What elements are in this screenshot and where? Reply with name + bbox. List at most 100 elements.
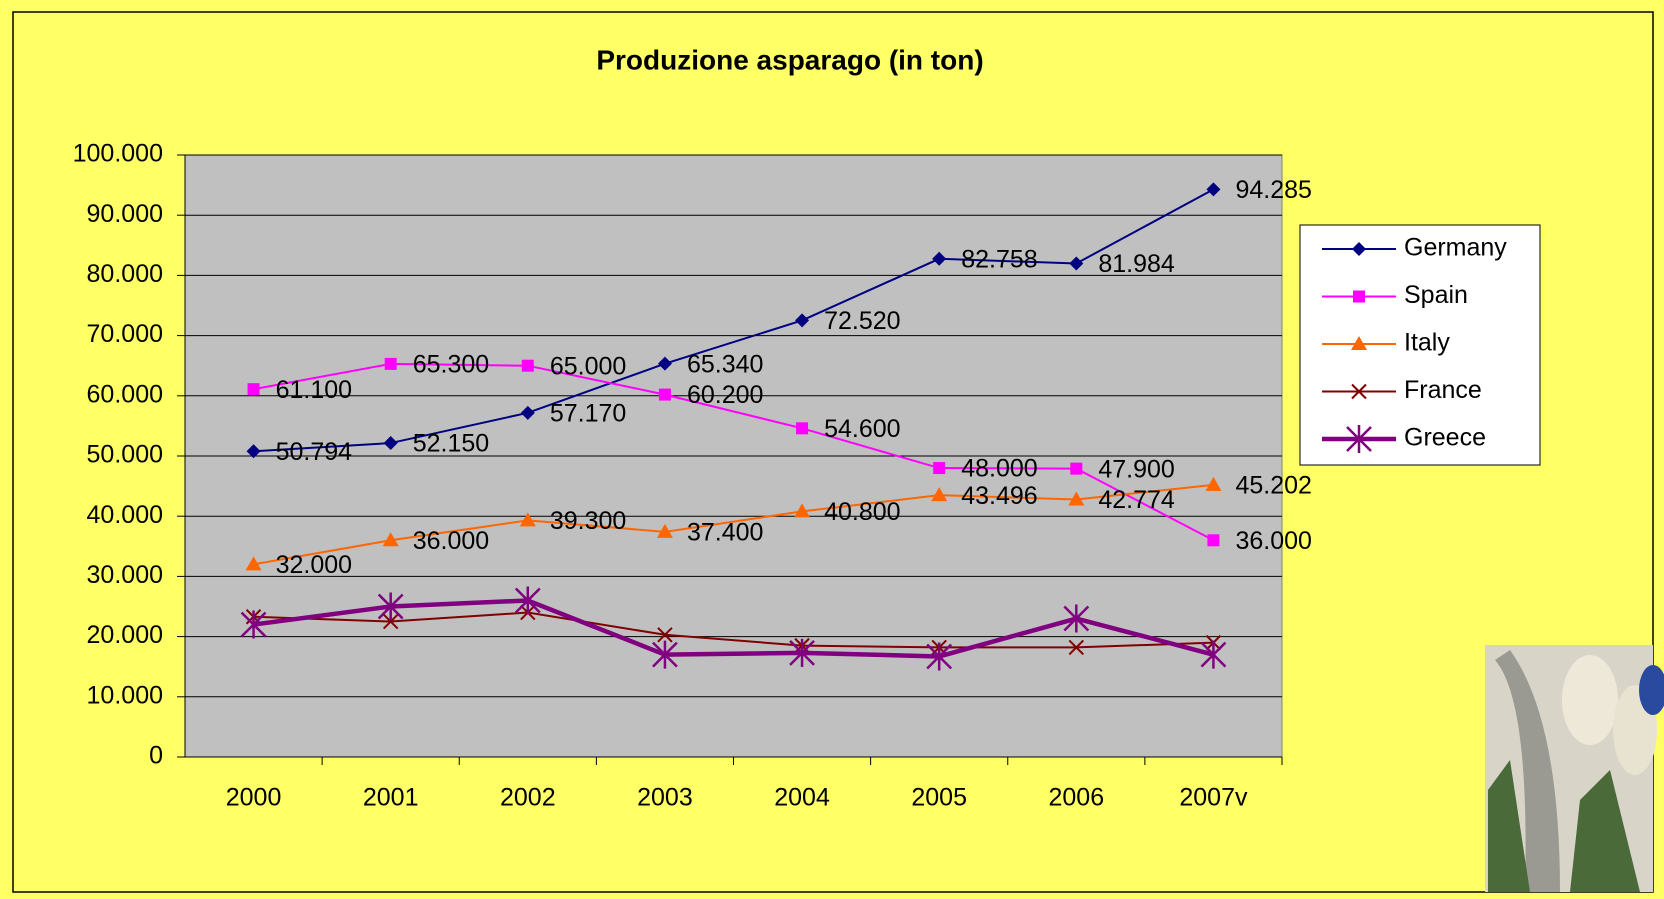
marker: [652, 640, 678, 669]
marker: [247, 383, 260, 396]
legend-label: Spain: [1404, 281, 1468, 309]
marker: [1068, 639, 1085, 656]
y-tick-label: 30.000: [87, 561, 163, 589]
y-tick-label: 100.000: [73, 140, 163, 168]
data-label: 39.300: [550, 507, 626, 535]
marker: [245, 556, 262, 571]
marker: [795, 313, 810, 328]
marker: [1200, 640, 1227, 669]
y-tick-label: 0: [149, 742, 163, 770]
marker: [657, 627, 673, 643]
marker: [1206, 182, 1221, 197]
legend-label: Germany: [1404, 234, 1507, 262]
marker: [1351, 383, 1367, 400]
marker: [1352, 242, 1366, 256]
marker: [794, 503, 811, 518]
data-label: 65.300: [413, 351, 489, 379]
chart-title: Produzione asparago (in ton): [596, 44, 983, 75]
marker: [932, 251, 947, 266]
marker: [933, 462, 946, 475]
data-label: 40.800: [824, 498, 900, 526]
data-label: 43.496: [961, 482, 1037, 510]
marker: [657, 356, 672, 371]
data-label: 61.100: [276, 376, 352, 404]
series-line: [253, 362, 1214, 542]
data-label: 45.202: [1235, 471, 1311, 499]
data-label: 42.774: [1098, 486, 1175, 514]
marker: [377, 592, 404, 621]
marker: [1069, 256, 1084, 271]
marker: [520, 405, 535, 420]
marker: [246, 444, 261, 459]
x-tick-label: 2004: [774, 784, 830, 812]
data-label: 81.984: [1098, 250, 1175, 278]
y-tick-label: 40.000: [87, 501, 163, 529]
photo-logo: [1639, 665, 1664, 715]
data-label: 47.900: [1098, 455, 1174, 483]
data-label: 57.170: [550, 399, 626, 427]
series-line: [253, 598, 1215, 659]
data-label: 32.000: [276, 551, 352, 579]
legend: Germany Spain Italy France Greece: [1299, 224, 1541, 466]
data-label: 50.794: [276, 438, 353, 466]
marker: [1070, 462, 1083, 475]
data-label: 54.600: [824, 415, 900, 443]
marker: [514, 586, 541, 615]
marker: [382, 532, 399, 547]
y-tick-label: 90.000: [87, 200, 163, 228]
data-label: 82.758: [961, 245, 1037, 273]
x-tick-label: 2006: [1049, 784, 1105, 812]
data-label: 65.340: [687, 350, 763, 378]
marker: [240, 610, 267, 639]
marker: [383, 436, 398, 451]
series-line: [253, 611, 1214, 649]
marker: [1353, 290, 1365, 303]
data-label: 36.000: [1235, 527, 1311, 555]
x-tick-label: 2000: [226, 784, 282, 812]
marker: [1205, 476, 1222, 491]
x-tick-label: 2003: [637, 784, 693, 812]
y-tick-label: 70.000: [87, 320, 163, 348]
data-label: 72.520: [824, 307, 900, 335]
legend-label: Greece: [1404, 424, 1486, 452]
marker: [1063, 604, 1090, 633]
data-label: 65.000: [550, 352, 626, 380]
y-tick-label: 20.000: [87, 621, 163, 649]
x-tick-label: 2005: [911, 784, 967, 812]
photo-tip: [1562, 655, 1618, 745]
data-label: 48.000: [961, 455, 1037, 483]
series-line: [253, 483, 1214, 566]
legend-label: France: [1404, 376, 1482, 404]
y-tick-label: 10.000: [87, 681, 163, 709]
y-tick-label: 50.000: [87, 441, 163, 469]
marker: [926, 642, 953, 671]
marker: [519, 512, 536, 527]
marker: [1207, 534, 1220, 547]
data-label: 37.400: [687, 518, 763, 546]
data-label: 94.285: [1235, 176, 1311, 204]
y-tick-label: 60.000: [87, 380, 163, 408]
y-tick-label: 80.000: [87, 260, 163, 288]
series-line: [253, 188, 1214, 453]
marker: [521, 359, 534, 372]
data-label: 60.200: [687, 381, 763, 409]
photo: [1485, 645, 1664, 892]
marker: [796, 422, 809, 435]
marker: [931, 487, 948, 502]
x-tick-label: 2007v: [1179, 784, 1248, 812]
x-tick-label: 2001: [363, 784, 419, 812]
x-tick-label: 2002: [500, 784, 556, 812]
marker: [384, 357, 397, 370]
marker: [1346, 425, 1372, 453]
marker: [1351, 336, 1367, 350]
marker: [656, 523, 673, 538]
marker: [658, 388, 671, 401]
marker: [789, 638, 815, 667]
data-label: 36.000: [413, 527, 489, 555]
marker: [1068, 491, 1085, 506]
photo-stem: [1495, 650, 1560, 892]
legend-label: Italy: [1404, 329, 1450, 357]
photo-green: [1488, 760, 1640, 892]
data-label: 52.150: [413, 430, 489, 458]
